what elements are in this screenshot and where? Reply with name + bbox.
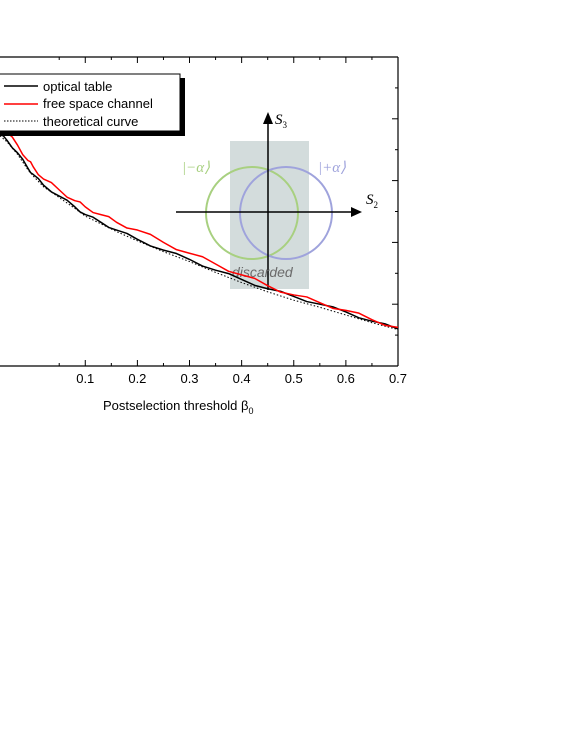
series-line-free-space-channel	[0, 124, 399, 329]
series-group	[0, 124, 399, 331]
x-tick-label: 0.2	[128, 371, 146, 386]
legend-label-optical-table: optical table	[43, 79, 112, 94]
bloch-inset: S3 S2 |−α⟩ |+α⟩ discarded	[176, 112, 378, 290]
s3-axis-arrow-icon	[263, 112, 273, 124]
legend: optical table free space channel theoret…	[0, 73, 185, 136]
x-tick-label: 0.4	[233, 371, 251, 386]
discarded-label: discarded	[232, 264, 294, 280]
ticks-group	[58, 57, 399, 366]
x-tick-label: 0.3	[180, 371, 198, 386]
right-state-circle	[239, 166, 333, 260]
legend-label-theoretical: theoretical curve	[43, 114, 138, 129]
left-state-circle	[205, 166, 299, 260]
legend-label-free-space: free space channel	[43, 96, 153, 111]
left-state-label: |−α⟩	[182, 160, 210, 176]
s3-axis-label: S3	[275, 112, 288, 130]
right-state-label: |+α⟩	[318, 160, 346, 176]
legend-box	[0, 73, 181, 132]
x-tick-label: 0.6	[337, 371, 355, 386]
x-tick-label: 0.5	[285, 371, 303, 386]
x-tick-label: 0.1	[76, 371, 94, 386]
x-tick-label: 0.7	[389, 371, 407, 386]
x-tick-labels: 0.1 0.2 0.3 0.4 0.5 0.6 0.7	[76, 371, 407, 386]
s2-axis-arrow-icon	[351, 207, 362, 217]
series-line-optical-table	[0, 133, 399, 330]
series-line-theoretical-curve	[0, 135, 399, 331]
s2-axis-label: S2	[366, 192, 378, 210]
discarded-band	[230, 141, 309, 289]
x-axis-title: Postselection threshold β0	[103, 398, 254, 416]
